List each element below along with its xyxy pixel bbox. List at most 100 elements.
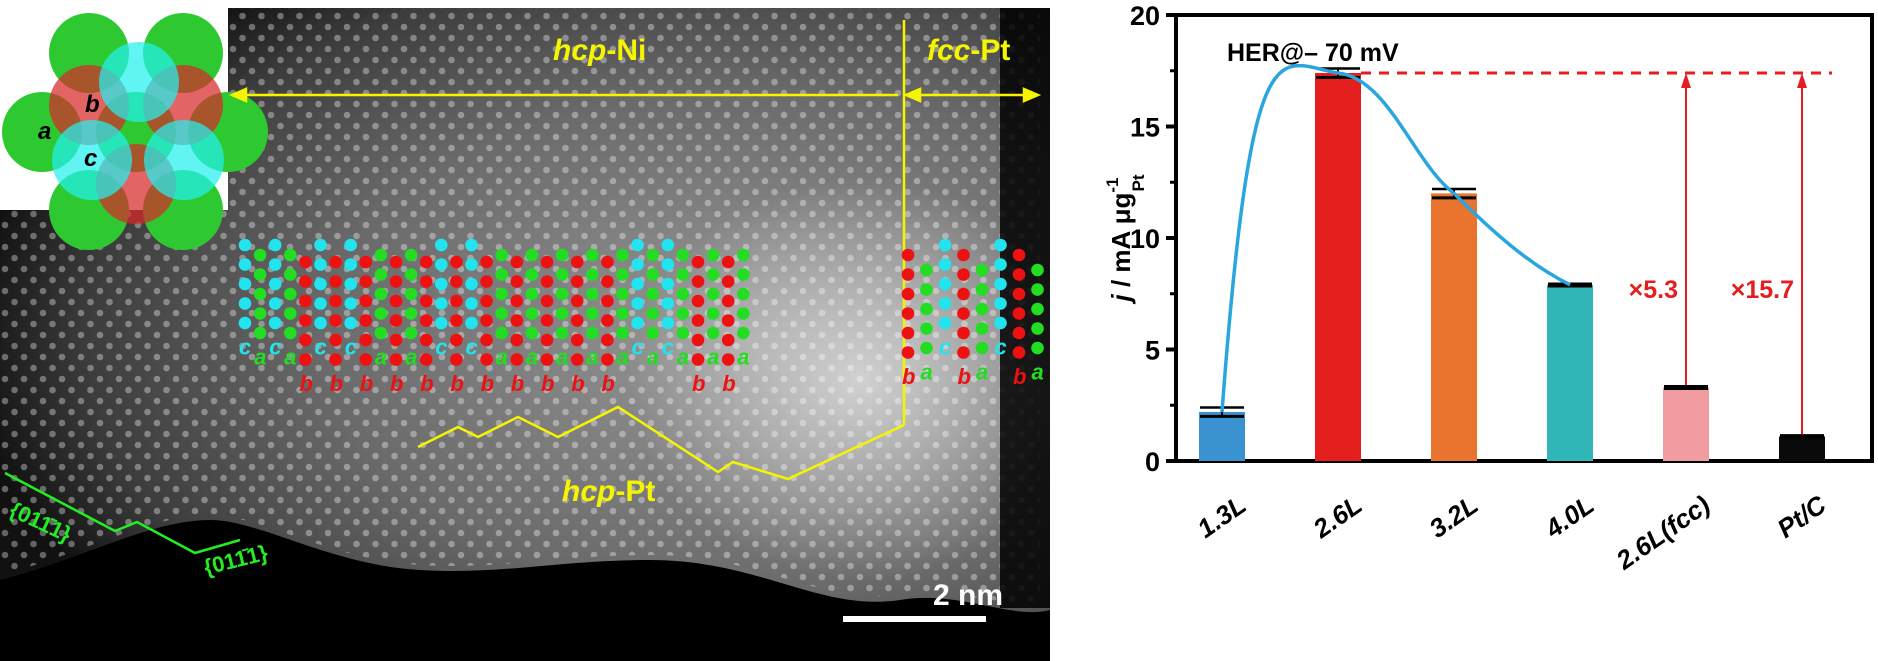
y-tick-label: 10 [1130,224,1160,254]
site-c-atom [661,238,675,252]
fcc-pt-label: fcc-Pt [927,34,1010,67]
site-b-atom [721,294,735,308]
site-b-atom [329,255,342,269]
stacking-column-b: b [601,255,615,396]
chart-y-tick-labels: 0 5 10 15 20 [1130,1,1160,477]
x-tick-label: 2.6L(fcc) [1610,489,1716,575]
site-b-atom [389,275,403,288]
site-a-atom [1031,322,1044,335]
site-b-atom [510,353,524,366]
site-a-atom [374,326,388,340]
site-a-atom [253,248,267,262]
site-b-atom [359,353,373,366]
enhancement-arrow: ×15.7 [1731,72,1807,435]
site-a-atom [495,248,509,262]
site-c-atom [344,277,358,291]
stacking-label-a: a [1032,360,1044,385]
plot-frame [1174,13,1874,463]
chart-annotation: HER@– 70 mV [1227,39,1399,67]
x-tick-label: 1.3L [1192,489,1252,543]
site-b-atom [540,333,554,347]
site-b-atom [601,314,614,327]
site-c-atom [465,297,478,310]
y-tick-label: 5 [1145,336,1160,366]
site-a-atom [253,307,267,320]
chart-axes [1166,13,1874,463]
hcp-pt-label: hcp-Pt [562,475,655,508]
site-a-atom [374,307,388,320]
site-b-atom [299,294,312,308]
bar-chart: ×5.3 ×15.7 1.3L 2.6L 3.2L 4.0L 2.6L(fcc) Pt/C … [1103,1,1874,576]
site-b-atom [957,326,970,340]
site-b-atom [570,294,584,308]
site-b-atom [1012,307,1026,320]
site-c-atom [268,316,282,330]
site-a-atom [374,268,388,281]
site-a-atom [495,326,509,340]
site-b-atom [691,255,705,269]
stacking-column-c: c [344,238,358,360]
site-a-atom [374,287,388,301]
site-b-atom [480,255,493,269]
site-c-atom [465,277,478,291]
site-a-atom [1031,341,1044,355]
stacking-label-b: b [902,364,915,389]
stacking-column-c: c [465,238,478,360]
hcp-ni-label-italic: hcp [553,34,606,67]
stacking-label-b: b [330,371,343,396]
site-b-atom [691,275,705,288]
site-a-atom [706,248,720,262]
site-c-atom [661,297,675,310]
site-b-atom [570,314,584,327]
site-c-atom [435,316,448,330]
stem-image-panel: a b c hcp-Ni fcc-Pt hcp-Pt c a c abcbcbabab… [0,8,1050,661]
site-b-atom [389,333,403,347]
stacking-column-a: a [525,248,539,370]
site-b-atom [570,353,584,366]
site-b-atom [570,333,584,347]
error-bar [1664,385,1708,391]
site-a-atom [1031,283,1044,296]
site-b-atom [329,353,342,366]
site-a-atom [495,307,509,320]
site-a-atom [404,268,418,281]
stacking-column-a: a [706,248,720,370]
stacking-label-a: a [586,345,598,370]
site-c-atom [344,258,358,271]
stacking-column-b: b [450,255,464,396]
stacking-label-b: b [958,364,971,389]
stacking-label-b: b [360,371,373,396]
site-b-atom [450,333,463,347]
site-b-atom [450,294,463,308]
stacking-label-c: c [269,335,281,360]
site-c-atom [238,258,252,271]
site-c-atom [238,297,252,310]
site-a-atom [676,307,690,320]
site-c-atom [465,238,478,252]
site-a-atom [1031,263,1044,277]
stacking-column-b: b [721,255,736,396]
site-b-atom [540,255,554,269]
site-b-atom [901,346,915,359]
site-c-atom [435,277,448,291]
site-a-atom [737,326,750,340]
stacking-label-c: c [239,335,251,360]
stacking-label-c: c [345,335,357,360]
site-a-atom [284,248,297,262]
stacking-label-c: c [632,335,644,360]
stacking-column-c: c [661,238,675,360]
hcp-ni-arrow-left-head [228,87,248,103]
site-a-atom [646,268,659,281]
site-b-atom [691,353,705,366]
site-b-atom [1012,287,1026,301]
site-c-atom [631,238,644,252]
site-b-atom [691,333,705,347]
site-b-atom [480,333,493,347]
site-b-atom [901,287,915,301]
stacking-column-c: c [994,238,1007,360]
site-c-atom [994,277,1007,291]
site-a-atom [284,268,297,281]
site-a-atom [253,268,267,281]
site-a-atom [706,307,720,320]
site-b-atom [1012,248,1026,262]
